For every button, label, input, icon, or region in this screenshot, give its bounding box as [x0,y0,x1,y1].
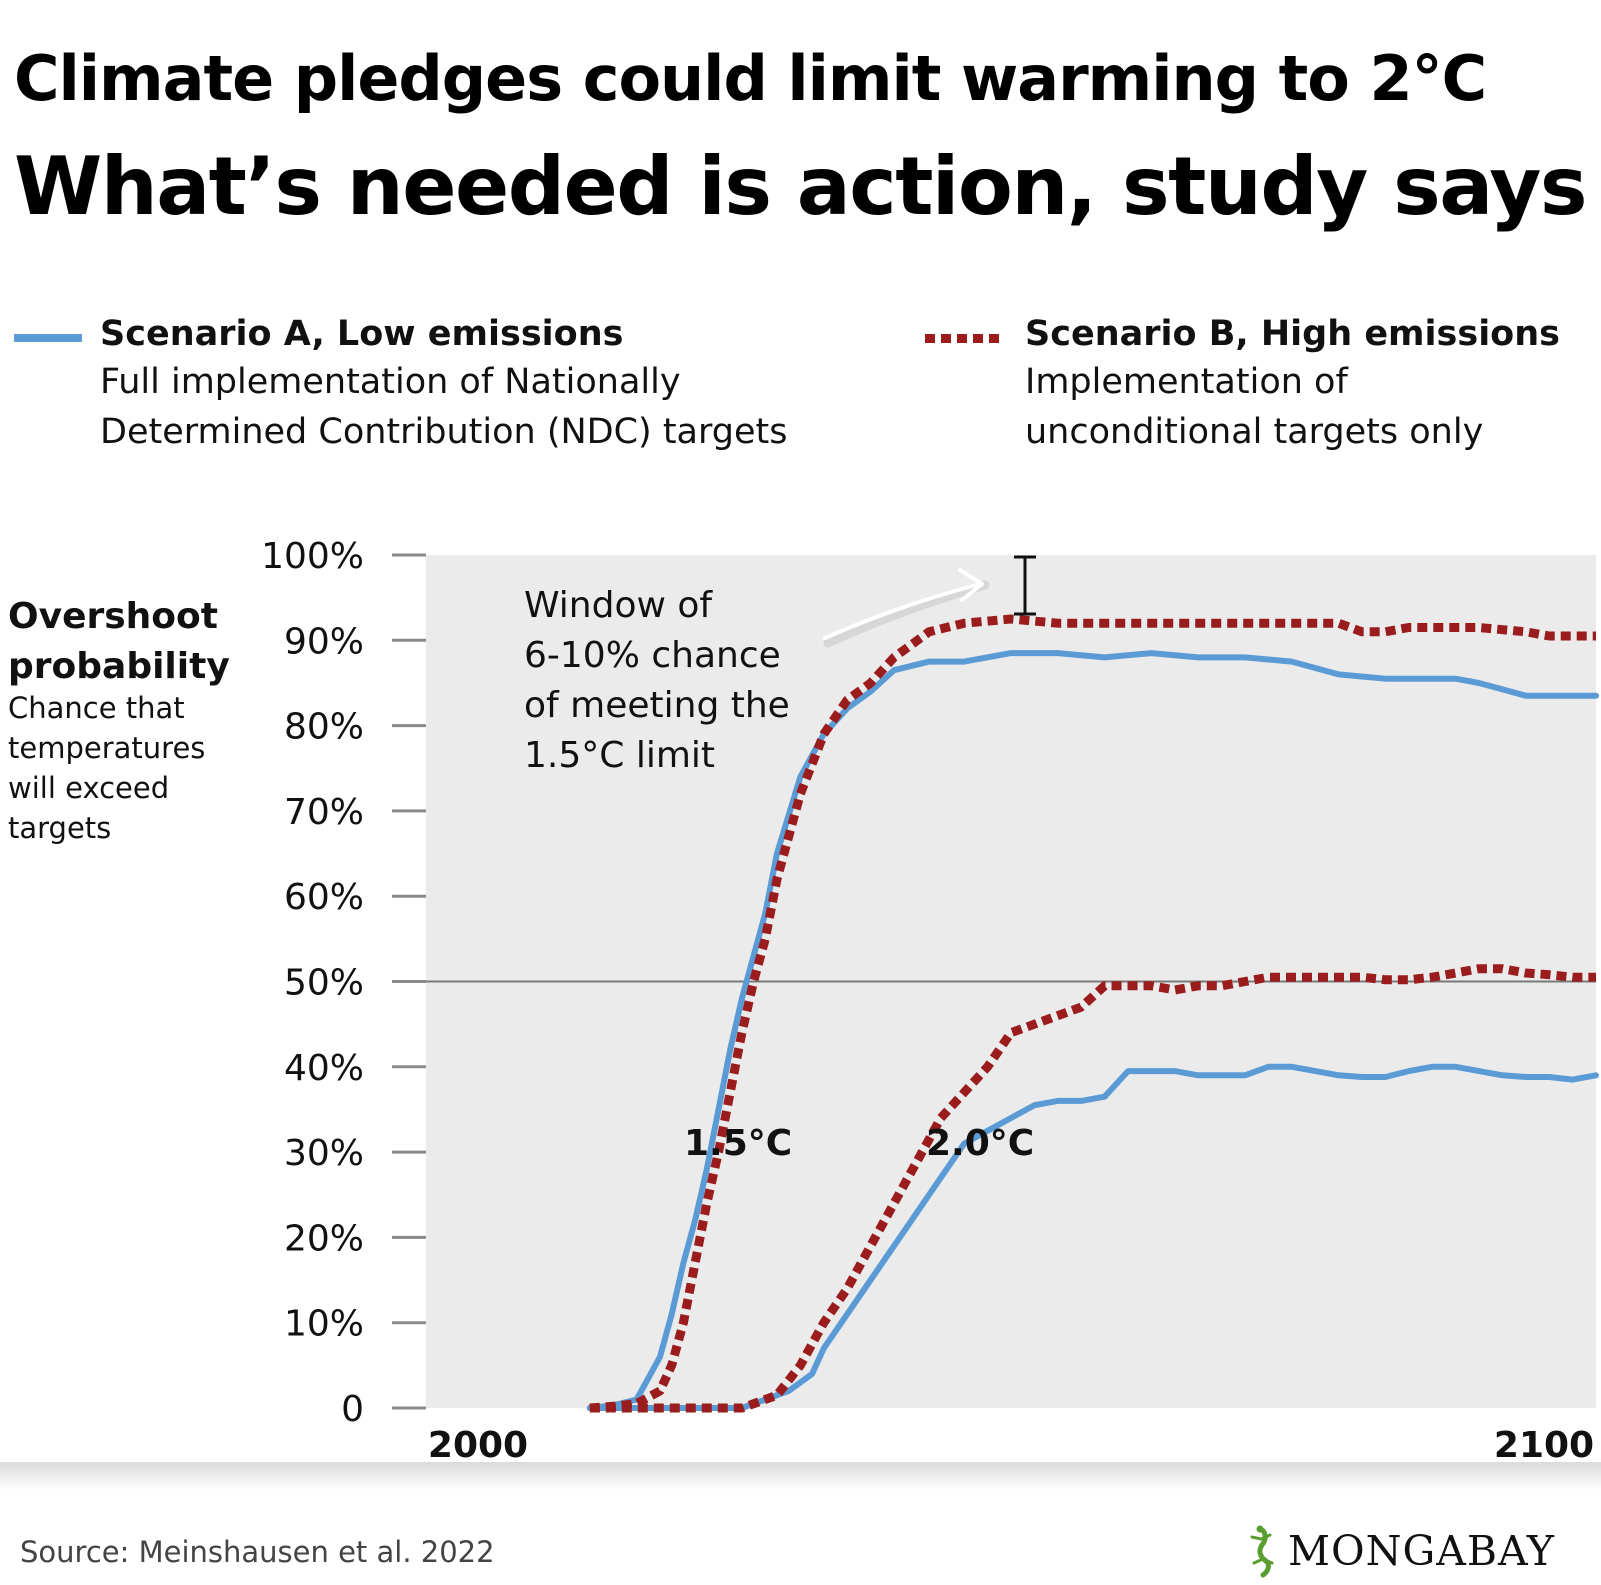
y-axis-subtitle-line-2: temperatures [8,731,206,765]
legend-scenario-a-title: Scenario A, Low emissions [100,314,624,354]
y-tick-label: 80% [284,707,364,748]
legend-scenario-b-swatch [925,334,1003,343]
y-axis-subtitle-line-4: targets [8,811,112,845]
mongabay-logo: MONGABAY [1236,1525,1576,1581]
series-line-scenario-b-1-5c [589,614,1596,1413]
y-tick-label: 20% [284,1218,364,1259]
y-tick-label: 40% [284,1048,364,1089]
y-axis-title: Overshoot probability [8,592,230,692]
legend-scenario-a-swatch [14,334,82,342]
y-tick-label: 10% [284,1304,364,1345]
title-line-2: What’s needed is action, study says [14,140,1588,233]
window-annotation-line-4: 1.5°C limit [524,735,715,776]
window-annotation-line-2: 6-10% chance [524,635,781,676]
x-axis-ticks: 2000 2100 [428,1425,1594,1466]
y-axis-title-line-2: probability [8,646,230,687]
label-2-0c: 2.0°C [926,1123,1034,1164]
y-axis-ticks: 0 10% 20% 30% 40% 50% 60% 70% 80% 90% 100% [261,536,426,1430]
legend-scenario-a-desc-line-2: Determined Contribution (NDC) targets [100,412,788,452]
y-tick-label: 0 [341,1389,364,1430]
y-axis-subtitle-line-1: Chance that [8,691,185,725]
series-line-scenario-b-2-0c [589,964,1596,1413]
window-annotation: Window of 6-10% chance of meeting the 1.… [524,585,790,776]
y-tick-label: 90% [284,621,364,662]
legend-scenario-b-title: Scenario B, High emissions [1025,314,1560,354]
y-axis-subtitle-line-3: will exceed [8,771,170,805]
series-line-scenario-a-1-5c [586,650,1599,1411]
y-axis-title-line-1: Overshoot [8,596,218,637]
legend-scenario-a-desc-line-1: Full implementation of Nationally [100,362,681,402]
window-arrow [823,568,990,648]
window-annotation-line-1: Window of [524,585,713,626]
footer-divider [0,1462,1601,1490]
y-tick-label: 50% [284,963,364,1004]
logo-wordmark: MONGABAY [1288,1527,1555,1575]
source-credit: Source: Meinshausen et al. 2022 [20,1535,495,1569]
y-tick-label: 100% [261,536,364,577]
title-line-1: Climate pledges could limit warming to 2… [14,42,1487,115]
y-tick-label: 70% [284,792,364,833]
legend-scenario-b-desc-line-1: Implementation of [1025,362,1348,402]
legend-scenario-b-desc-line-2: unconditional targets only [1025,412,1484,452]
label-1-5c: 1.5°C [684,1123,792,1164]
y-tick-label: 30% [284,1133,364,1174]
x-tick-label: 2100 [1494,1425,1594,1466]
legend-scenario-b-description: Implementation of unconditional targets … [1025,357,1483,457]
window-annotation-line-3: of meeting the [524,685,790,726]
series-line-scenario-a-2-0c [586,1063,1599,1411]
window-range-bracket [1014,555,1036,616]
gecko-icon [1250,1525,1274,1578]
legend-scenario-a-description: Full implementation of Nationally Determ… [100,357,788,457]
x-tick-label: 2000 [428,1425,528,1466]
y-tick-label: 60% [284,877,364,918]
y-axis-subtitle: Chance that temperatures will exceed tar… [8,688,205,848]
series-lines [586,614,1599,1413]
